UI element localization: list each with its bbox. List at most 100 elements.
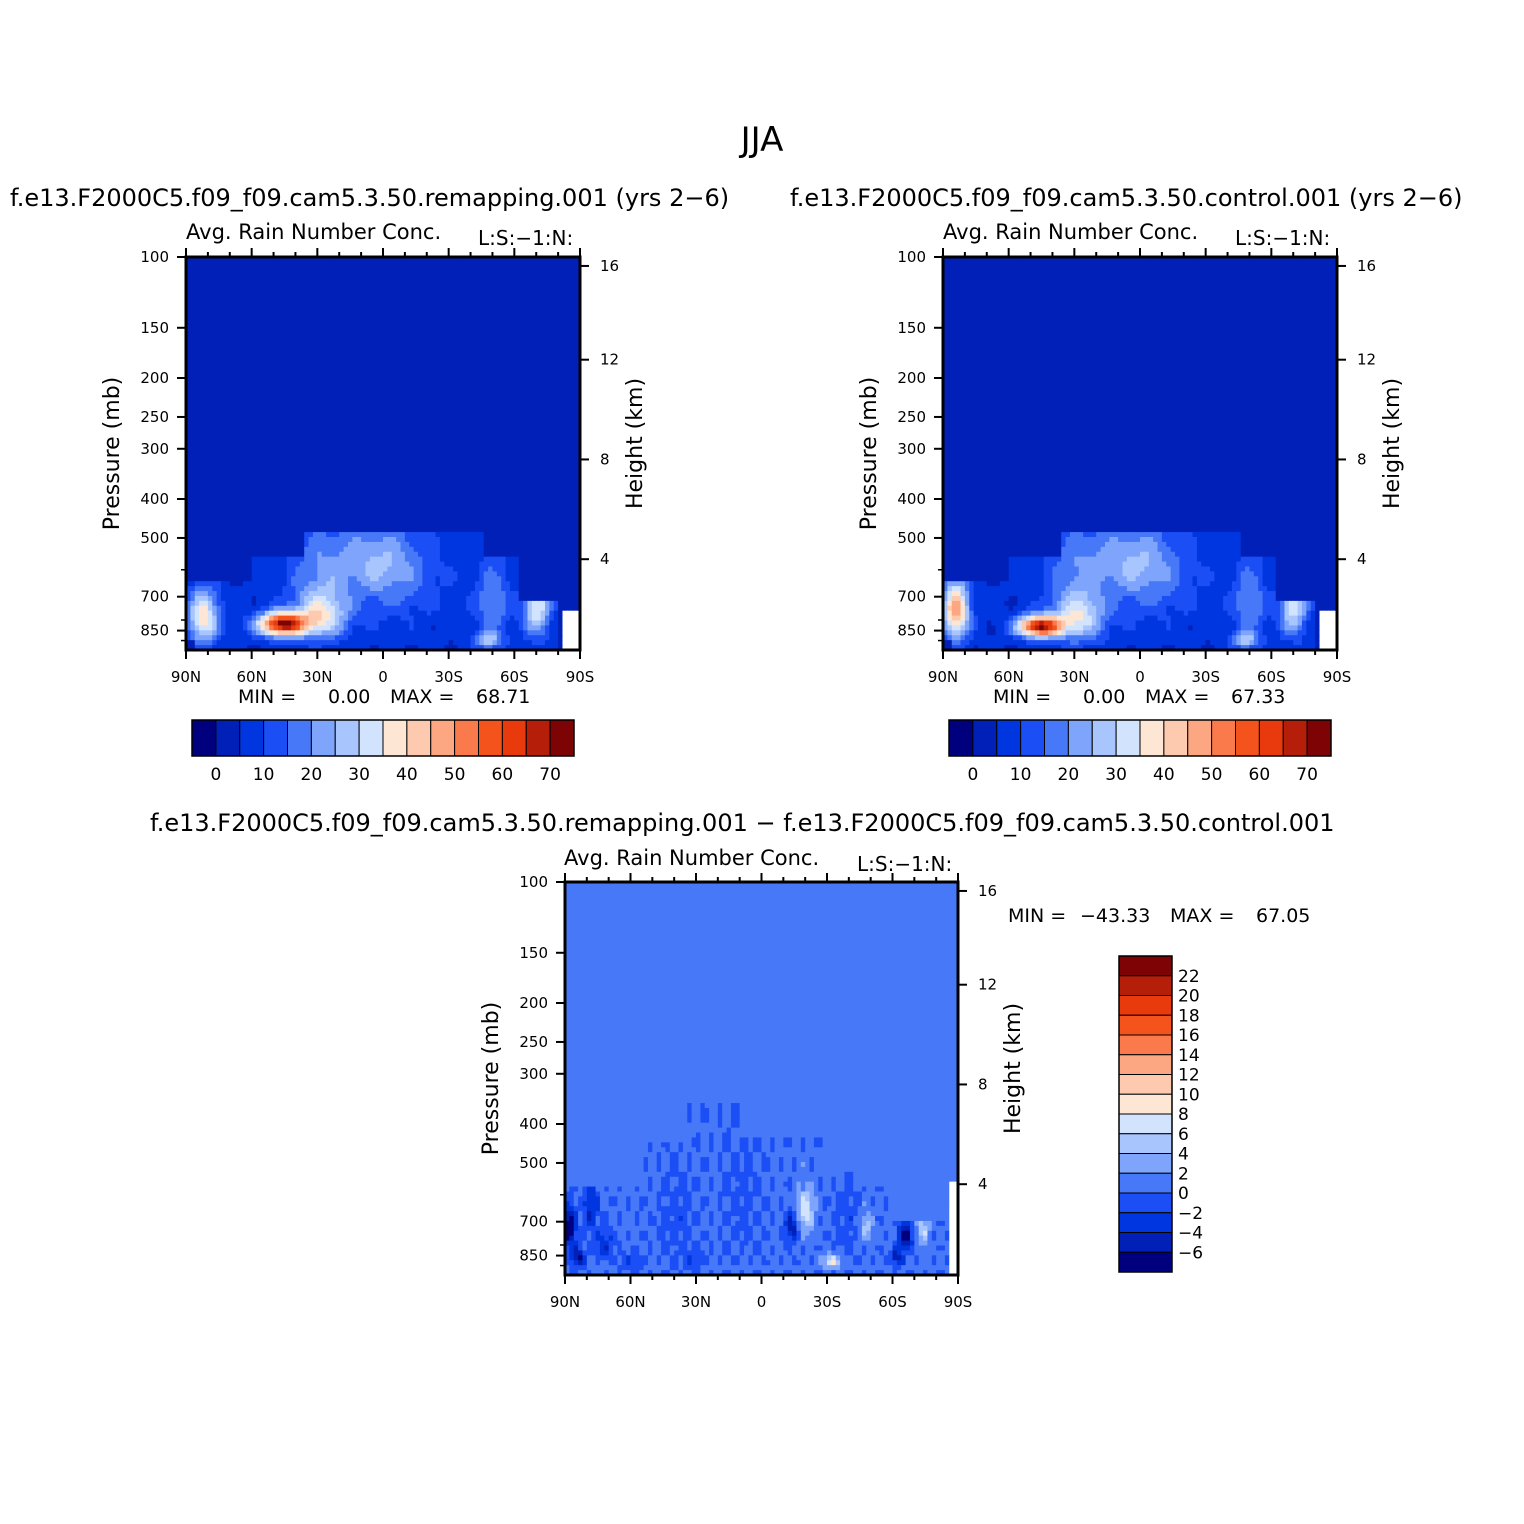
heatmap-cell xyxy=(286,306,292,312)
heatmap-cell xyxy=(439,433,445,440)
heatmap-cell xyxy=(264,492,270,499)
heatmap-cell xyxy=(479,404,485,410)
heatmap-cell xyxy=(234,266,240,273)
heatmap-cell xyxy=(256,463,262,469)
heatmap-cell xyxy=(273,433,279,440)
heatmap-cell xyxy=(260,315,266,322)
heatmap-cell xyxy=(234,443,240,450)
heatmap-cell xyxy=(190,340,196,347)
heatmap-cell xyxy=(422,379,428,386)
heatmap-cell xyxy=(492,428,498,435)
heatmap-cell xyxy=(330,463,336,469)
heatmap-cell xyxy=(334,517,340,523)
heatmap-cell xyxy=(251,281,257,288)
heatmap-cell xyxy=(383,438,388,445)
heatmap-cell xyxy=(558,468,564,474)
heatmap-cell xyxy=(536,330,542,337)
heatmap-cell xyxy=(509,507,515,514)
heatmap-cell xyxy=(435,419,441,425)
heatmap-cell xyxy=(317,389,323,396)
heatmap-cell xyxy=(509,320,515,327)
heatmap-cell xyxy=(496,286,502,292)
panel1-max-label: MAX = xyxy=(390,686,454,708)
heatmap-cell xyxy=(361,389,367,396)
heatmap-cell xyxy=(562,507,568,514)
heatmap-cell xyxy=(505,522,511,528)
heatmap-cell xyxy=(531,335,537,342)
heatmap-cell xyxy=(531,399,537,405)
heatmap-cell xyxy=(387,419,393,425)
heatmap-cell xyxy=(413,487,419,494)
heatmap-cell xyxy=(540,320,546,327)
heatmap-cell xyxy=(523,433,529,440)
heatmap-cell xyxy=(282,257,288,263)
heatmap-cell xyxy=(352,355,358,361)
heatmap-cell xyxy=(439,306,445,312)
heatmap-cell xyxy=(492,261,498,268)
heatmap-cell xyxy=(269,335,275,342)
heatmap-cell xyxy=(422,276,428,283)
heatmap-cell xyxy=(216,355,222,361)
heatmap-cell xyxy=(221,369,226,376)
heatmap-cell xyxy=(575,340,581,347)
heatmap-cell xyxy=(483,345,489,351)
heatmap-cell xyxy=(479,374,485,381)
heatmap-cell xyxy=(378,517,384,523)
heatmap-cell xyxy=(238,438,244,445)
heatmap-cell xyxy=(221,448,226,455)
heatmap-cell xyxy=(453,325,459,332)
heatmap-cell xyxy=(404,414,410,420)
heatmap-cell xyxy=(304,335,310,342)
heatmap-cell xyxy=(238,458,244,464)
heatmap-cell xyxy=(356,492,362,499)
heatmap-cell xyxy=(466,404,472,410)
heatmap-cell xyxy=(326,399,332,405)
heatmap-cell xyxy=(536,394,542,401)
heatmap-cell xyxy=(356,487,362,494)
heatmap-cell xyxy=(242,271,248,278)
heatmap-cell xyxy=(260,281,266,288)
heatmap-cell xyxy=(378,315,384,322)
heatmap-cell xyxy=(260,478,266,484)
heatmap-cell xyxy=(374,301,380,307)
heatmap-cell xyxy=(439,399,445,405)
heatmap-cell xyxy=(544,438,550,445)
heatmap-cell xyxy=(225,365,231,371)
heatmap-cell xyxy=(299,311,305,317)
heatmap-cell xyxy=(461,350,467,356)
heatmap-cell xyxy=(549,365,555,371)
heatmap-cell xyxy=(444,443,450,450)
heatmap-cell xyxy=(242,306,248,312)
heatmap-cell xyxy=(277,261,283,268)
heatmap-cell xyxy=(330,409,336,415)
heatmap-cell xyxy=(321,458,327,464)
heatmap-cell xyxy=(339,419,345,425)
heatmap-cell xyxy=(431,306,437,312)
heatmap-cell xyxy=(549,374,555,381)
heatmap-cell xyxy=(396,266,402,273)
heatmap-cell xyxy=(190,527,196,533)
heatmap-cell xyxy=(221,404,226,410)
heatmap-cell xyxy=(308,428,314,435)
heatmap-cell xyxy=(566,261,572,268)
heatmap-cell xyxy=(326,291,332,297)
heatmap-cell xyxy=(365,320,371,327)
heatmap-cell xyxy=(501,320,507,327)
heatmap-cell xyxy=(470,276,476,283)
heatmap-cell xyxy=(291,522,297,528)
heatmap-cell xyxy=(409,355,415,361)
heatmap-cell xyxy=(479,458,485,464)
heatmap-cell xyxy=(391,502,397,509)
heatmap-cell xyxy=(273,502,279,509)
heatmap-cell xyxy=(409,487,415,494)
heatmap-cell xyxy=(347,266,353,273)
heatmap-cell xyxy=(247,330,253,337)
heatmap-cell xyxy=(190,281,196,288)
heatmap-cell xyxy=(286,473,292,479)
heatmap-cell xyxy=(514,350,520,356)
heatmap-cell xyxy=(238,507,244,514)
heatmap-cell xyxy=(505,404,511,410)
heatmap-cell xyxy=(492,399,498,405)
heatmap-cell xyxy=(391,315,397,322)
heatmap-cell xyxy=(418,306,423,312)
